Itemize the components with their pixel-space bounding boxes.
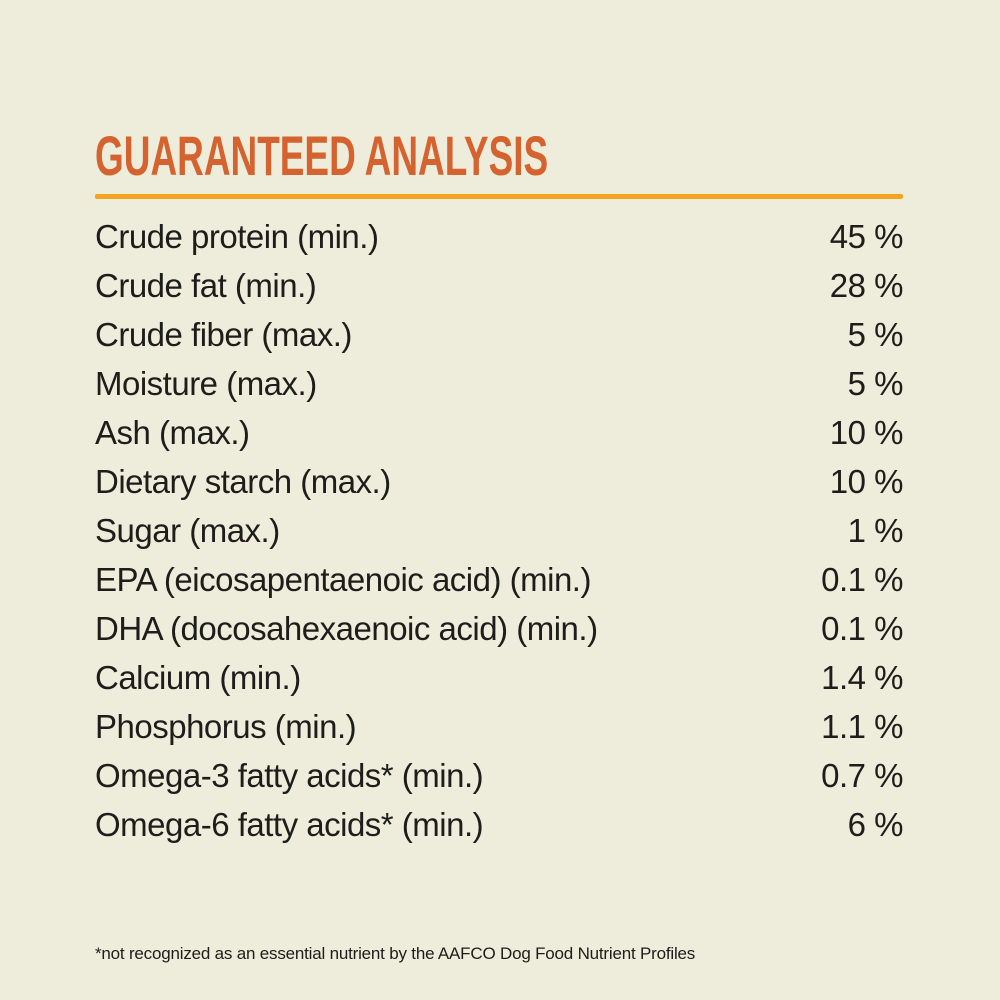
nutrient-label: Phosphorus (min.): [95, 708, 357, 745]
nutrient-value: 10 %: [829, 414, 904, 451]
nutrient-value: 45 %: [829, 218, 904, 255]
nutrient-value: 0.1 %: [821, 561, 903, 598]
nutrient-label: Crude fat (min.): [95, 267, 317, 304]
nutrient-value: 28 %: [829, 267, 904, 304]
nutrient-value: 0.1 %: [821, 610, 903, 647]
nutrient-label: Omega-6 fatty acids* (min.): [95, 806, 484, 843]
nutrient-value: 5 %: [847, 365, 904, 402]
nutrient-value: 10 %: [829, 463, 904, 500]
nutrient-label: EPA (eicosapentaenoic acid) (min.): [95, 561, 591, 598]
table-row: DHA (docosahexaenoic acid) (min.) 0.1 %: [95, 604, 903, 653]
page-title: GUARANTEED ANALYSIS: [95, 124, 549, 187]
table-row: Omega-6 fatty acids* (min.) 6 %: [95, 800, 904, 849]
nutrient-label: Sugar (max.): [95, 512, 280, 549]
table-row: Crude fat (min.) 28 %: [95, 261, 904, 310]
table-row: Ash (max.) 10 %: [95, 408, 904, 457]
label-content: GUARANTEED ANALYSIS Crude protein (min.)…: [95, 124, 904, 849]
nutrient-value: 1 %: [847, 512, 904, 549]
table-row: Omega-3 fatty acids* (min.) 0.7 %: [95, 751, 903, 800]
nutrient-label: DHA (docosahexaenoic acid) (min.): [95, 610, 598, 647]
table-row: Moisture (max.) 5 %: [95, 359, 904, 408]
nutrient-value: 6 %: [847, 806, 904, 843]
table-row: Phosphorus (min.) 1.1 %: [95, 702, 903, 751]
nutrient-value: 1.4 %: [821, 659, 903, 696]
title-underline: [95, 194, 903, 199]
table-row: Crude fiber (max.) 5 %: [95, 310, 904, 359]
table-row: EPA (eicosapentaenoic acid) (min.) 0.1 %: [95, 555, 903, 604]
nutrient-label: Dietary starch (max.): [95, 463, 391, 500]
nutrient-label: Calcium (min.): [95, 659, 301, 696]
footnote: *not recognized as an essential nutrient…: [95, 944, 696, 963]
table-row: Calcium (min.) 1.4 %: [95, 653, 903, 702]
table-row: Crude protein (min.) 45 %: [95, 212, 904, 261]
table-row: Sugar (max.) 1 %: [95, 506, 904, 555]
nutrient-label: Omega-3 fatty acids* (min.): [95, 757, 484, 794]
nutrient-label: Ash (max.): [95, 414, 250, 451]
nutrient-value: 0.7 %: [821, 757, 903, 794]
nutrient-label: Crude fiber (max.): [95, 316, 352, 353]
nutrient-label: Crude protein (min.): [95, 218, 379, 255]
table-row: Dietary starch (max.) 10 %: [95, 457, 904, 506]
nutrient-value: 1.1 %: [821, 708, 903, 745]
nutrient-value: 5 %: [847, 316, 904, 353]
nutrient-label: Moisture (max.): [95, 365, 317, 402]
analysis-table: Crude protein (min.) 45 % Crude fat (min…: [95, 212, 904, 849]
